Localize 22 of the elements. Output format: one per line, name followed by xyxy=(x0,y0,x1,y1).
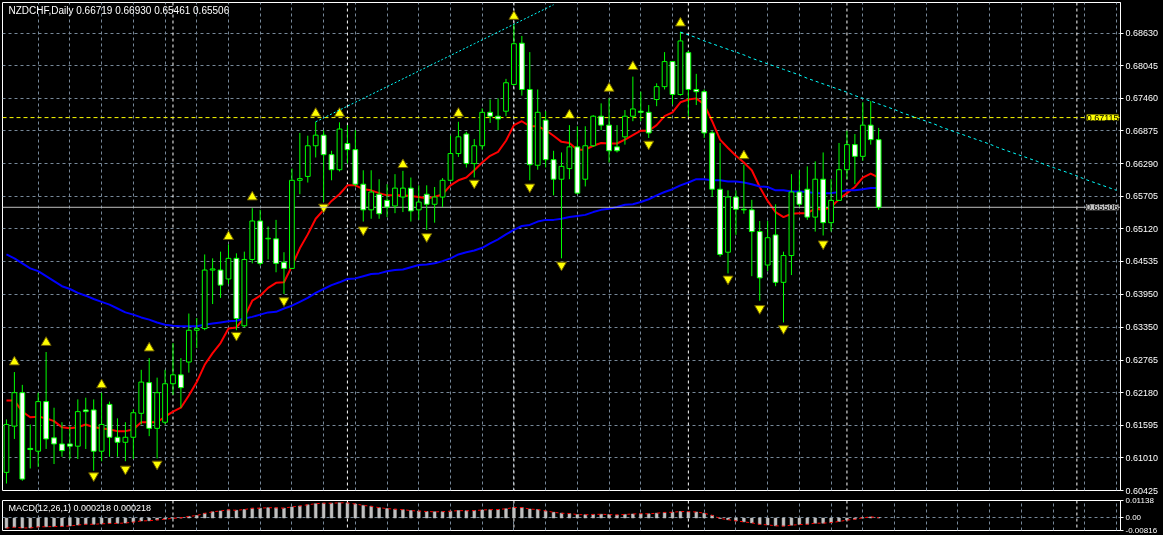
y-tick-label: 0.63950 xyxy=(1125,289,1159,300)
ref-line-label: 0.65506 xyxy=(1085,202,1119,213)
y-tick-label: 0.00 xyxy=(1125,513,1142,523)
y-tick-label: 0.66290 xyxy=(1125,158,1159,169)
chart-title: MACD(12,26,1) 0.000218 0.000218 xyxy=(8,502,152,513)
y-tick-label: 0.61595 xyxy=(1125,420,1159,431)
y-tick-label: 0.01138 xyxy=(1125,496,1155,505)
y-tick-label: 0.66875 xyxy=(1125,125,1159,136)
chart-title: NZDCHF,Daily 0.66719 0.66930 0.65461 0.65506 xyxy=(8,4,230,16)
ref-line-label: 0.67115 xyxy=(1086,112,1119,123)
y-tick-label: 0.63350 xyxy=(1125,322,1159,333)
y-tick-label: -0.00816 xyxy=(1125,526,1158,535)
y-tick-label: 0.68630 xyxy=(1125,28,1159,39)
y-tick-label: 0.60425 xyxy=(1125,485,1159,496)
y-tick-label: 0.67460 xyxy=(1125,93,1159,104)
y-tick-label: 0.68045 xyxy=(1125,60,1159,71)
y-tick-label: 0.62765 xyxy=(1125,355,1159,366)
y-tick-label: 0.62180 xyxy=(1125,387,1159,398)
y-tick-label: 0.65120 xyxy=(1125,223,1159,234)
y-tick-label: 0.61010 xyxy=(1125,452,1159,463)
y-tick-label: 0.65705 xyxy=(1125,191,1159,202)
y-tick-label: 0.64535 xyxy=(1125,256,1159,267)
